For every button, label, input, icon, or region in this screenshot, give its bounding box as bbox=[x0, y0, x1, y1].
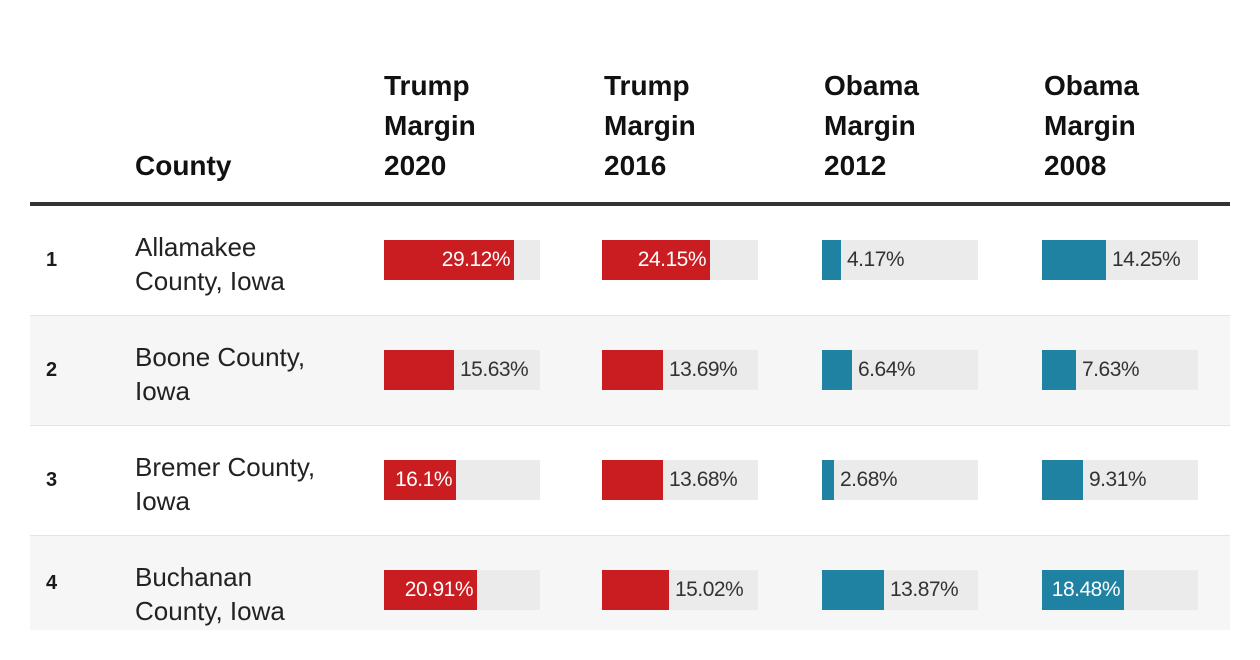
table-row: 3 Bremer County, Iowa 16.1% 13.68% 2.68% 9.31… bbox=[30, 426, 1230, 536]
table-row: 1 Allamakee County, Iowa 29.12% 24.15% 4.17%… bbox=[30, 206, 1230, 316]
bar-track-obama2012: 4.17% bbox=[822, 240, 978, 280]
bar-fill-trump2016 bbox=[602, 350, 663, 390]
bar-label-trump2020: 15.63% bbox=[460, 358, 529, 381]
bar-fill-trump2016 bbox=[602, 570, 669, 610]
bar-label-trump2016: 13.69% bbox=[669, 358, 738, 381]
bar-fill-obama2008 bbox=[1042, 350, 1076, 390]
bar-fill-trump2020 bbox=[384, 570, 477, 610]
bar-label-obama2008: 7.63% bbox=[1082, 358, 1140, 381]
row-rank: 4 bbox=[46, 571, 58, 594]
bar-label-obama2012: 13.87% bbox=[890, 578, 959, 601]
bar-fill-obama2012 bbox=[822, 350, 852, 390]
bar-fill-obama2008 bbox=[1042, 240, 1106, 280]
bar-label-trump2020: 16.1% bbox=[394, 468, 453, 491]
bar-label-obama2012: 4.17% bbox=[847, 248, 905, 271]
bar-label-trump2016: 24.15% bbox=[637, 248, 707, 271]
header-obama-2012: Obama Margin 2012 bbox=[824, 70, 919, 181]
bar-track-trump2020: 16.1% bbox=[384, 460, 540, 500]
bar-label-trump2016: 15.02% bbox=[675, 578, 744, 601]
table-body: 1 Allamakee County, Iowa 29.12% 24.15% 4.17%… bbox=[30, 206, 1230, 630]
bar-track-obama2012: 2.68% bbox=[822, 460, 978, 500]
bar-fill-obama2012 bbox=[822, 460, 834, 500]
row-rank: 1 bbox=[46, 249, 58, 271]
bar-fill-obama2008 bbox=[1042, 570, 1124, 610]
table-header: County Trump Margin 2020 Trump Margin 20… bbox=[30, 0, 1230, 206]
bar-fill-trump2016 bbox=[602, 460, 663, 500]
bar-track-trump2016: 13.69% bbox=[602, 350, 758, 390]
bar-label-trump2016: 13.68% bbox=[669, 468, 738, 491]
table-row: 4 Buchanan County, Iowa 20.91% 15.02% 13.87%… bbox=[30, 536, 1230, 630]
bar-track-trump2020: 15.63% bbox=[384, 350, 540, 390]
header-obama-2008: Obama Margin 2008 bbox=[1044, 70, 1139, 181]
bar-fill-trump2020 bbox=[384, 350, 454, 390]
bar-track-trump2020: 29.12% bbox=[384, 240, 540, 280]
bar-track-obama2008: 7.63% bbox=[1042, 350, 1198, 390]
row-rank: 2 bbox=[46, 359, 58, 381]
bar-track-obama2008: 9.31% bbox=[1042, 460, 1198, 500]
header-county: County bbox=[135, 150, 232, 181]
row-county-name: Bremer County, Iowa bbox=[135, 452, 316, 516]
row-county-name: Buchanan County, Iowa bbox=[135, 562, 285, 626]
row-rank: 3 bbox=[46, 469, 58, 491]
bar-track-trump2020: 20.91% bbox=[384, 570, 540, 610]
bar-label-obama2012: 6.64% bbox=[858, 358, 916, 381]
bar-label-trump2020: 29.12% bbox=[441, 248, 511, 271]
bar-track-obama2008: 14.25% bbox=[1042, 240, 1198, 280]
bar-fill-trump2016 bbox=[602, 240, 710, 280]
bar-track-trump2016: 13.68% bbox=[602, 460, 758, 500]
bar-fill-trump2020 bbox=[384, 240, 514, 280]
bar-fill-obama2012 bbox=[822, 240, 841, 280]
bar-track-obama2008: 18.48% bbox=[1042, 570, 1198, 610]
bar-fill-obama2012 bbox=[822, 570, 884, 610]
bar-label-obama2008: 18.48% bbox=[1051, 578, 1121, 601]
row-county-name: Boone County, Iowa bbox=[135, 342, 306, 406]
header-trump-2016: Trump Margin 2016 bbox=[604, 70, 696, 181]
bar-track-trump2016: 15.02% bbox=[602, 570, 758, 610]
bar-label-obama2008: 9.31% bbox=[1089, 468, 1147, 491]
bar-track-trump2016: 24.15% bbox=[602, 240, 758, 280]
bar-fill-trump2020 bbox=[384, 460, 456, 500]
comparison-table: County Trump Margin 2020 Trump Margin 20… bbox=[30, 0, 1230, 630]
bar-label-trump2020: 20.91% bbox=[404, 578, 474, 601]
row-county-name: Allamakee County, Iowa bbox=[135, 232, 285, 296]
bar-fill-obama2008 bbox=[1042, 460, 1083, 500]
header-trump-2020: Trump Margin 2020 bbox=[384, 70, 476, 181]
bar-label-obama2008: 14.25% bbox=[1112, 248, 1181, 271]
bar-label-obama2012: 2.68% bbox=[840, 468, 898, 491]
table-row: 2 Boone County, Iowa 15.63% 13.69% 6.64% 7.63… bbox=[30, 316, 1230, 426]
bar-track-obama2012: 6.64% bbox=[822, 350, 978, 390]
bar-track-obama2012: 13.87% bbox=[822, 570, 978, 610]
